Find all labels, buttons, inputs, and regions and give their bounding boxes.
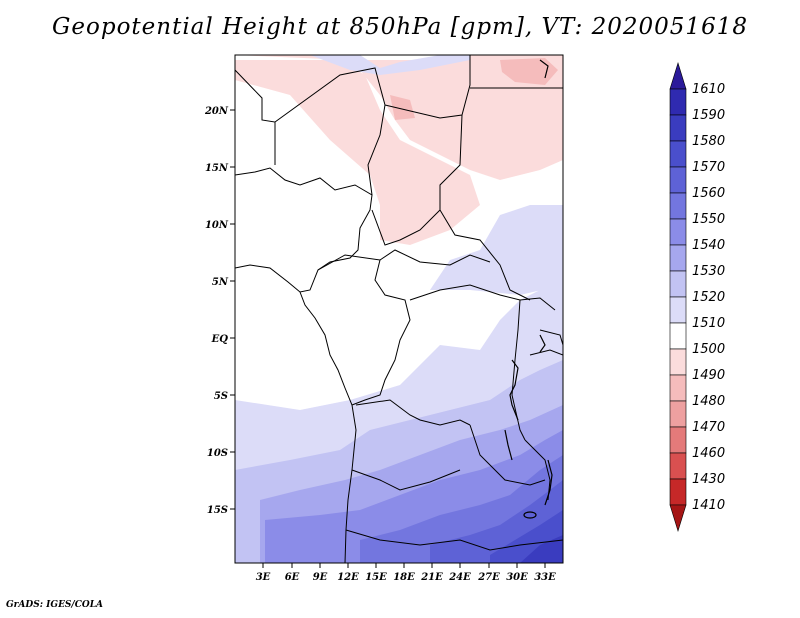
colorbar-label: 1430 bbox=[692, 472, 725, 487]
colorbar-segment bbox=[669, 374, 687, 402]
colorbar-labels: 1610 1590 1580 1570 1560 1550 1540 1530 … bbox=[692, 82, 725, 513]
lon-label: 3E bbox=[256, 572, 271, 583]
country-borders bbox=[235, 55, 563, 563]
colorbar-segment bbox=[669, 88, 687, 116]
colorbar-label: 1540 bbox=[692, 238, 725, 253]
colorbar-label: 1590 bbox=[692, 108, 725, 123]
lon-label: 21E bbox=[420, 572, 443, 583]
colorbar-label: 1560 bbox=[692, 186, 725, 201]
colorbar-label: 1610 bbox=[692, 82, 725, 97]
contour-1590 bbox=[520, 535, 563, 563]
colorbar-label: 1570 bbox=[692, 160, 725, 175]
colorbar-segment bbox=[669, 166, 687, 194]
lon-label: 15E bbox=[365, 572, 387, 583]
colorbar-segment bbox=[669, 400, 687, 428]
colorbar-segment bbox=[669, 218, 687, 246]
colorbar-label: 1520 bbox=[692, 290, 725, 305]
lat-label: EQ bbox=[211, 334, 229, 345]
colorbar-segment bbox=[669, 426, 687, 454]
colorbar-segment bbox=[669, 192, 687, 220]
map-frame bbox=[234, 54, 564, 564]
lat-labels: 20N 15N 10N 5N EQ 5S 10S 15S bbox=[204, 106, 229, 516]
lat-ticks bbox=[230, 109, 235, 510]
colorbar-segment bbox=[669, 140, 687, 168]
lon-ticks bbox=[262, 563, 546, 568]
colorbar-segment bbox=[669, 348, 687, 376]
colorbar-label: 1580 bbox=[692, 134, 725, 149]
colorbar-label: 1460 bbox=[692, 446, 725, 461]
lon-label: 18E bbox=[393, 572, 415, 583]
colorbar-label: 1480 bbox=[692, 394, 725, 409]
contour-1500-north bbox=[235, 55, 563, 245]
colorbar-segment bbox=[669, 452, 687, 480]
map-panel bbox=[235, 55, 563, 563]
lon-label: 30E bbox=[506, 572, 528, 583]
contour-1490-patch bbox=[390, 58, 558, 120]
colorbar-top-triangle bbox=[669, 61, 687, 90]
lon-labels: 3E 6E 9E 12E 15E 18E 21E 24E 27E 30E 33E bbox=[256, 572, 556, 583]
lon-label: 9E bbox=[313, 572, 328, 583]
colorbar-bottom-triangle bbox=[669, 504, 687, 533]
colorbar-label: 1530 bbox=[692, 264, 725, 279]
lat-label: 10S bbox=[207, 448, 228, 459]
grads-credit: GrADS: IGES/COLA bbox=[6, 600, 104, 610]
colorbar-label: 1470 bbox=[692, 420, 725, 435]
lon-label: 6E bbox=[285, 572, 300, 583]
lon-label: 12E bbox=[337, 572, 359, 583]
colorbar-label: 1500 bbox=[692, 342, 725, 357]
map-title: Geopotential Height at 850hPa [gpm], VT:… bbox=[52, 14, 748, 40]
lat-label: 15N bbox=[205, 163, 229, 174]
colorbar-segment bbox=[669, 322, 687, 350]
colorbar-label: 1550 bbox=[692, 212, 725, 227]
colorbar-segment bbox=[669, 296, 687, 324]
lat-label: 15S bbox=[207, 505, 228, 516]
lon-label: 27E bbox=[477, 572, 500, 583]
colorbar-segment bbox=[669, 244, 687, 272]
lat-label: 10N bbox=[205, 220, 229, 231]
colorbar bbox=[669, 61, 687, 533]
colorbar-segment bbox=[669, 114, 687, 142]
lat-label: 5N bbox=[212, 277, 229, 288]
lat-label: 5S bbox=[214, 391, 228, 402]
colorbar-label: 1410 bbox=[692, 498, 725, 513]
lon-label: 33E bbox=[534, 572, 556, 583]
colorbar-segment bbox=[669, 270, 687, 298]
colorbar-label: 1510 bbox=[692, 316, 725, 331]
colorbar-segment bbox=[669, 478, 687, 506]
lat-label: 20N bbox=[204, 106, 229, 117]
lakes bbox=[504, 59, 553, 519]
colorbar-label: 1490 bbox=[692, 368, 725, 383]
lon-label: 24E bbox=[448, 572, 471, 583]
